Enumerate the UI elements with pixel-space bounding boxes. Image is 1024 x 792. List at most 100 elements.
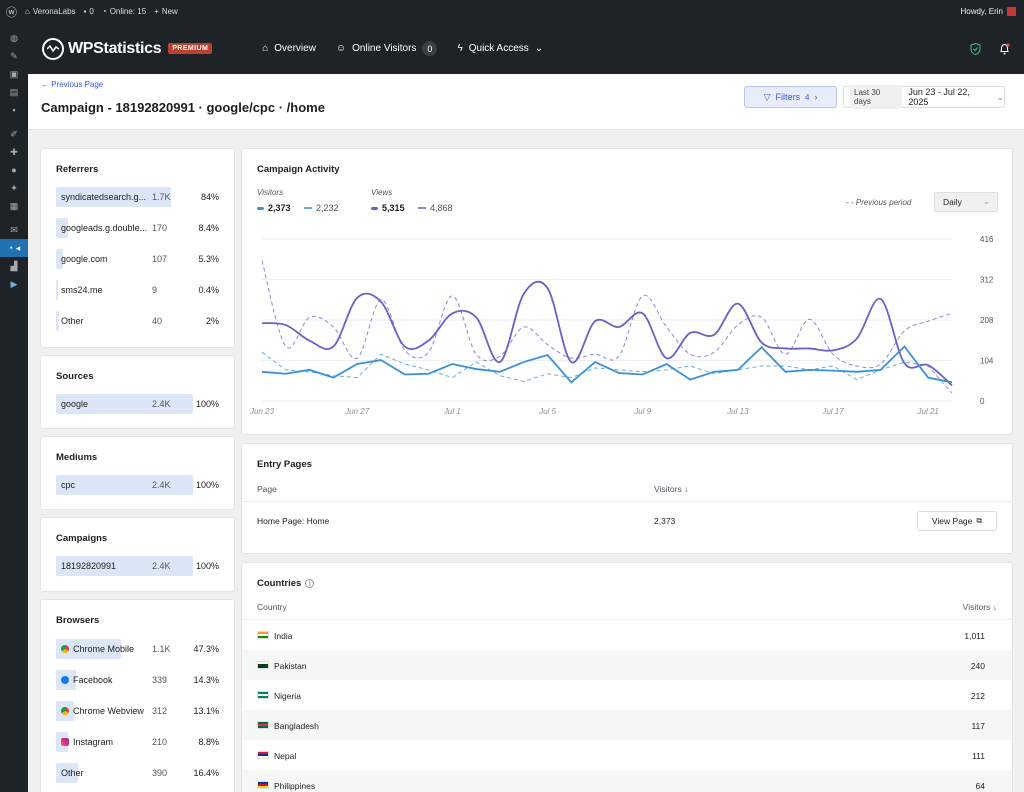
wpstatistics-logo[interactable]: WPStatistics PREMIUM: [42, 37, 213, 60]
list-item[interactable]: google.com 107 5.3%: [56, 249, 219, 269]
admin-bar: ⓦ ⌂ VeronaLabs ▪ 0 ◔ Online: 15 + New Howdy,…: [0, 0, 1024, 23]
list-item[interactable]: google 2.4K 100%: [56, 394, 219, 414]
country-visitors: 1,011: [964, 631, 985, 641]
nav-online-visitors[interactable]: ☺ Online Visitors 0: [336, 41, 438, 56]
list-item[interactable]: 18192820991 2.4K 100%: [56, 556, 219, 576]
admin-bar-new[interactable]: + New: [154, 7, 178, 16]
appearance-icon[interactable]: ✐: [10, 128, 18, 139]
admin-bar-comments[interactable]: ▪ 0: [84, 7, 94, 16]
list-item-label: Other: [61, 316, 84, 326]
users-outline-icon: ☺: [335, 43, 347, 54]
x-tick-label: Jun 23: [249, 407, 275, 416]
site-name: VeronaLabs: [32, 7, 76, 16]
list-item-percent: 8.4%: [198, 223, 219, 233]
media-icon[interactable]: ▣: [9, 68, 19, 79]
bolt-icon: ϟ: [457, 43, 463, 54]
dashboard-icon[interactable]: ◍: [10, 32, 18, 43]
flag-icon: [257, 661, 269, 669]
previous-page-link[interactable]: ← Previous Page: [41, 80, 104, 89]
list-item-text: sms24.me: [61, 285, 103, 295]
info-icon[interactable]: i: [305, 579, 315, 588]
list-item[interactable]: Instagram 210 8.8%: [56, 732, 219, 752]
chevron-down-icon: ⌄: [982, 196, 990, 206]
visitors-current-legend[interactable]: 2,373: [257, 203, 291, 213]
country-visitors-column-header[interactable]: Visitors ↓: [962, 602, 997, 612]
list-item-percent: 2%: [205, 316, 219, 326]
list-item-value: 390: [152, 768, 168, 778]
table-row[interactable]: Pakistan 240: [242, 650, 1012, 680]
list-item[interactable]: Facebook 339 14.3%: [56, 670, 219, 690]
views-previous-legend[interactable]: 4,868: [418, 203, 453, 213]
country-name: India: [274, 631, 293, 641]
nav-quick-access[interactable]: ϟ Quick Access ⌄: [457, 43, 543, 54]
list-item[interactable]: Other 40 2%: [56, 311, 219, 331]
list-item[interactable]: googleads.g.double... 170 8.4%: [56, 218, 219, 238]
list-item-percent: 13.1%: [193, 706, 219, 716]
avatar: [1007, 7, 1016, 16]
list-item-percent: 8.8%: [198, 737, 219, 747]
bell-icon[interactable]: [999, 42, 1010, 55]
list-item[interactable]: sms24.me 9 0.4%: [56, 280, 219, 300]
list-item-value: 2.4K: [152, 480, 171, 490]
visitors-column-header[interactable]: Visitors ↓: [654, 484, 689, 494]
mail-icon[interactable]: ✉: [10, 224, 18, 235]
instagram-icon: [61, 738, 69, 746]
chrome-icon: [61, 645, 69, 653]
shield-check-icon[interactable]: [970, 42, 981, 55]
visitors-previous-legend[interactable]: 2,232: [304, 203, 339, 213]
table-row[interactable]: Philippines 64: [242, 770, 1012, 792]
table-row[interactable]: Nigeria 212: [242, 680, 1012, 710]
sources-title: Sources: [56, 371, 94, 382]
admin-bar-site[interactable]: ⌂ VeronaLabs: [25, 7, 76, 16]
views-previous-value: 4,868: [430, 203, 453, 213]
list-item-label: sms24.me: [61, 285, 103, 295]
views-current-legend[interactable]: 5,315: [371, 203, 405, 213]
divider: [242, 501, 1012, 502]
admin-bar-account[interactable]: Howdy, Erin: [960, 7, 1016, 16]
chrome-icon: [61, 707, 69, 715]
table-row[interactable]: Bangladesh 117: [242, 710, 1012, 740]
analytics-icon[interactable]: ▟: [10, 260, 18, 271]
list-item-percent: 100%: [195, 399, 219, 409]
view-page-label: View Page: [931, 516, 973, 526]
date-range-picker[interactable]: Last 30 days Jun 23 - Jul 22, 2025 ⌄: [843, 85, 1005, 109]
flag-icon: [257, 631, 269, 639]
list-item[interactable]: cpc 2.4K 100%: [56, 475, 219, 495]
users-icon[interactable]: ●: [11, 165, 17, 175]
posts-icon[interactable]: ✎: [10, 50, 18, 61]
chevron-down-icon: ⌄: [534, 43, 544, 54]
list-item[interactable]: syndicatedsearch.g... 1.7K 84%: [56, 187, 219, 207]
wordpress-logo-icon[interactable]: ⓦ: [6, 6, 17, 19]
filters-label: Filters: [775, 92, 800, 102]
list-item[interactable]: Chrome Webview 312 13.1%: [56, 701, 219, 721]
interval-select[interactable]: Daily ⌄: [934, 192, 998, 212]
plugins-icon[interactable]: ✚: [10, 146, 18, 157]
country-column-header[interactable]: Country: [257, 602, 287, 612]
nav-overview[interactable]: ⌂ Overview: [262, 43, 316, 54]
table-row[interactable]: Nepal 111: [242, 740, 1012, 770]
series-line-previous-views: [261, 260, 953, 369]
filters-button[interactable]: ▽ Filters 4 ›: [744, 86, 837, 108]
comment-icon: ▪: [83, 7, 87, 16]
list-item[interactable]: Chrome Mobile 1.1K 47.3%: [56, 639, 219, 659]
chevron-down-icon: ⌄: [996, 91, 1004, 102]
comments-icon[interactable]: ▪: [12, 105, 16, 115]
filter-icon: ▽: [763, 91, 771, 102]
entry-pages-title: Entry Pages: [257, 459, 312, 470]
page-column-header[interactable]: Page: [257, 484, 277, 494]
pages-icon[interactable]: ▤: [9, 86, 19, 97]
settings-icon[interactable]: ▦: [9, 200, 19, 211]
list-item-label: 18192820991: [61, 561, 116, 571]
list-item-label: Other: [61, 768, 84, 778]
list-item-text: cpc: [61, 480, 76, 490]
admin-bar-online[interactable]: ◔ Online: 15: [102, 7, 146, 16]
tools-icon[interactable]: ✦: [10, 182, 18, 193]
view-page-button[interactable]: View Page ⧉: [917, 511, 997, 531]
statistics-menu-icon[interactable]: ◔ ◂: [0, 239, 28, 257]
list-item[interactable]: Other 390 16.4%: [56, 763, 219, 783]
play-icon[interactable]: ▶: [10, 278, 18, 289]
divider: [242, 619, 1012, 620]
list-item-label: google: [61, 399, 88, 409]
premium-badge: PREMIUM: [168, 43, 213, 54]
table-row[interactable]: India 1,011: [242, 620, 1012, 650]
